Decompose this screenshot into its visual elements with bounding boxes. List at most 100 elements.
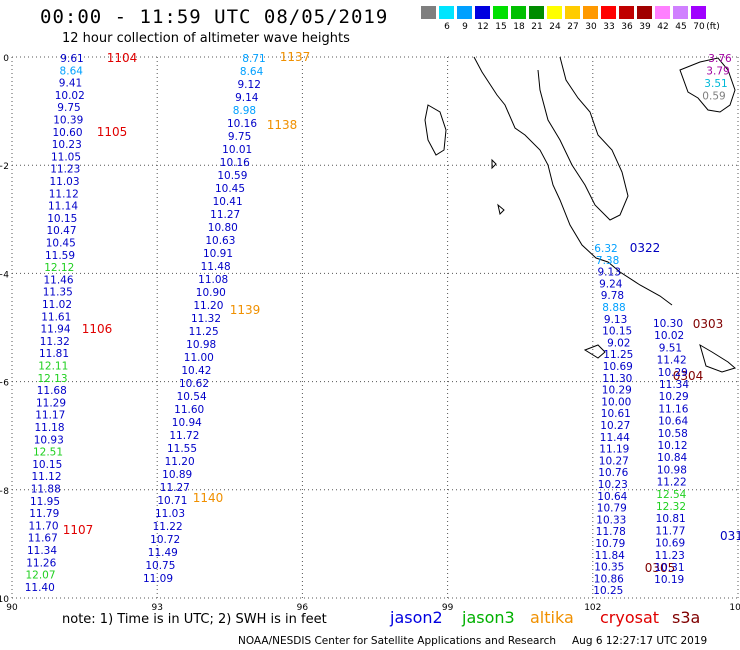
- lat-label: −2: [0, 162, 9, 172]
- swh-value: 6.32: [594, 243, 617, 255]
- swh-value: 11.18: [34, 422, 64, 434]
- swh-value: 11.70: [28, 520, 58, 532]
- swh-value: 10.29: [602, 385, 632, 397]
- chart-title: 00:00 - 11:59 UTC 08/05/2019: [40, 6, 389, 28]
- swh-value: 10.15: [602, 326, 632, 338]
- swh-value: 10.02: [654, 330, 684, 342]
- swh-value: 11.81: [39, 348, 69, 360]
- legend-label: 21: [531, 22, 543, 32]
- lat-label: −6: [0, 379, 9, 389]
- swh-value: 12.13: [37, 373, 67, 385]
- swh-value: 10.61: [601, 408, 631, 420]
- swh-value: 10.15: [32, 459, 62, 471]
- swh-value: 11.16: [658, 403, 688, 415]
- swh-value: 10.81: [656, 513, 686, 525]
- lat-label: 0: [3, 54, 9, 64]
- swh-value: 11.35: [43, 287, 73, 299]
- swh-value: 10.42: [181, 365, 211, 377]
- swh-value: 10.16: [227, 118, 257, 130]
- swh-value: 12.54: [656, 489, 686, 501]
- swh-value: 11.67: [28, 533, 58, 545]
- lon-label: 105: [729, 603, 740, 613]
- swh-value: 11.14: [48, 201, 78, 213]
- swh-value: 3.79: [706, 66, 729, 78]
- swh-value: 11.03: [49, 176, 79, 188]
- coastline-segment: [537, 56, 629, 221]
- lat-label: −8: [0, 487, 9, 497]
- coastline-segment: [473, 56, 673, 306]
- coastline-segment: [679, 57, 736, 113]
- swh-value: 3.76: [708, 53, 732, 65]
- pass-label: 0305: [645, 561, 676, 575]
- swh-value: 11.40: [25, 582, 55, 594]
- pass-label: 1138: [267, 118, 298, 132]
- legend-swatch: [457, 6, 472, 19]
- swh-value: 11.61: [41, 311, 71, 323]
- satellite-jason2: jason2: [390, 608, 443, 627]
- swh-value: 11.72: [169, 430, 199, 442]
- swh-value: 10.39: [53, 115, 83, 127]
- swh-value: 11.49: [148, 547, 178, 559]
- legend-label: 36: [621, 22, 633, 32]
- swh-value: 10.45: [215, 183, 245, 195]
- legend-swatch: [421, 6, 436, 19]
- pass-label: 1107: [63, 523, 94, 537]
- swh-value: 10.63: [205, 235, 235, 247]
- swh-value: 10.84: [657, 452, 687, 464]
- lon-label: 90: [6, 603, 18, 613]
- swh-value: 8.98: [233, 105, 256, 117]
- satellite-s3a: s3a: [672, 608, 701, 627]
- swh-value: 9.78: [601, 290, 624, 302]
- swh-value: 10.64: [658, 416, 688, 428]
- swh-value: 8.71: [242, 53, 265, 65]
- swh-value: 10.12: [657, 440, 687, 452]
- swh-value: 12.07: [25, 570, 55, 582]
- pass-label: 0304: [673, 369, 704, 383]
- swh-value: 10.23: [52, 139, 82, 151]
- swh-value: 10.45: [46, 238, 76, 250]
- swh-value: 9.12: [238, 79, 261, 91]
- legend-label: 15: [495, 22, 507, 32]
- swh-value: 11.29: [36, 397, 66, 409]
- swh-value: 8.88: [602, 302, 625, 314]
- swh-value: 10.16: [220, 157, 250, 169]
- swh-value: 0.59: [702, 91, 725, 103]
- legend-label: 9: [462, 22, 468, 32]
- legend-label: 6: [444, 22, 450, 32]
- pass-label: 1139: [230, 303, 261, 317]
- swh-value: 11.05: [51, 151, 81, 163]
- legend-label: 18: [513, 22, 525, 32]
- swh-value: 11.88: [31, 484, 61, 496]
- swh-value: 9.75: [228, 131, 251, 143]
- swh-value: 11.94: [40, 324, 70, 336]
- legend-swatch: [493, 6, 508, 19]
- swh-value: 11.09: [143, 573, 173, 585]
- legend-swatch: [637, 6, 652, 19]
- swh-value: 10.35: [594, 562, 624, 574]
- swh-value: 9.14: [235, 92, 259, 104]
- legend-swatch: [583, 6, 598, 19]
- swh-value: 7.38: [596, 255, 619, 267]
- swh-value: 10.69: [655, 538, 685, 550]
- swh-value: 10.91: [203, 248, 233, 260]
- legend-swatch: [691, 6, 706, 19]
- pass-label: 1140: [193, 491, 224, 505]
- legend-unit: (ft): [706, 22, 720, 32]
- swh-value: 11.02: [42, 299, 72, 311]
- lon-label: 99: [442, 603, 454, 613]
- swh-value: 10.98: [186, 339, 216, 351]
- swh-value: 10.29: [658, 367, 688, 379]
- swh-value: 11.84: [595, 550, 625, 562]
- altimeter-tracks: 9.618.649.4110.029.7510.3910.6010.2311.0…: [25, 50, 740, 597]
- swh-value: 10.79: [595, 538, 625, 550]
- pass-label: 1105: [97, 125, 128, 139]
- swh-value: 9.61: [60, 53, 83, 65]
- credit-line: NOAA/NESDIS Center for Satellite Applica…: [238, 635, 556, 647]
- pass-label: 0322: [630, 241, 661, 255]
- swh-value: 11.25: [189, 326, 219, 338]
- swh-value: 10.01: [222, 144, 252, 156]
- swh-value: 10.76: [598, 467, 628, 479]
- swh-value: 11.32: [191, 313, 221, 325]
- pass-label: 031: [720, 529, 740, 543]
